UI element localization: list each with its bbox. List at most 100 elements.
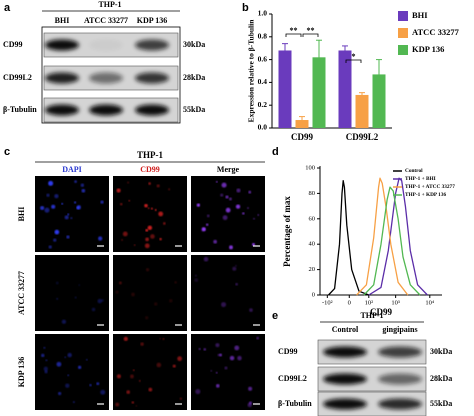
- micrograph: [113, 255, 187, 331]
- cell-signal: [97, 298, 102, 304]
- cell-signal: [66, 235, 70, 239]
- micrograph: [191, 255, 265, 331]
- cell-signal: [256, 336, 260, 340]
- cell-signal: [74, 201, 77, 204]
- cell-signal: [222, 215, 228, 221]
- cell-signal: [89, 383, 92, 387]
- x-axis-label: CD99: [370, 307, 392, 317]
- x-tick-label: CD99L2: [346, 132, 379, 142]
- cell-signal: [123, 336, 128, 342]
- cell-signal: [133, 244, 136, 246]
- significance-label: **: [290, 26, 298, 35]
- cell-signal: [201, 227, 206, 232]
- bar: [372, 74, 386, 128]
- cell-signal: [48, 245, 52, 249]
- bar: [355, 94, 369, 128]
- cell-signal: [194, 274, 197, 277]
- row-label: BHI: [17, 207, 26, 222]
- cell-signal: [252, 242, 256, 246]
- micrograph: [191, 176, 265, 252]
- panel-letter: c: [4, 146, 10, 158]
- row-label: CD99: [3, 40, 23, 49]
- cell-signal: [156, 184, 160, 188]
- cell-signal: [248, 386, 253, 391]
- cell-signal: [54, 193, 59, 199]
- cell-signal: [116, 188, 121, 193]
- cell-signal: [67, 352, 72, 358]
- y-tick-label: 0.4: [258, 77, 268, 86]
- cell-signal: [168, 188, 171, 191]
- cell-signal: [138, 379, 141, 382]
- cell-signal: [213, 239, 218, 244]
- cell-signal: [242, 212, 245, 215]
- cell-signal: [215, 343, 220, 348]
- y-tick-label: 0.6: [258, 54, 268, 63]
- cell-signal: [248, 401, 252, 405]
- cell-signal: [253, 217, 255, 220]
- cell-signal: [54, 229, 60, 235]
- cell-signal: [158, 211, 164, 217]
- cell-signal: [140, 342, 144, 346]
- cell-signal: [172, 364, 176, 368]
- legend-label: Control: [405, 168, 423, 174]
- cell-signal: [220, 193, 224, 197]
- cell-signal: [159, 237, 162, 241]
- x-tick-label: 10³: [391, 299, 400, 306]
- panel-letter: a: [4, 2, 11, 14]
- cell-signal: [145, 316, 149, 320]
- row-label: β-Tubulin: [3, 105, 37, 114]
- cell-signal: [77, 365, 82, 369]
- cell-signal: [61, 202, 64, 205]
- cell-signal: [51, 204, 56, 209]
- column-label: Control: [332, 325, 359, 334]
- blot-band: [89, 104, 123, 116]
- cell-signal: [126, 390, 131, 394]
- column-label: Merge: [217, 165, 240, 174]
- cell-signal: [159, 337, 162, 340]
- blot-band: [323, 346, 367, 358]
- bar: [312, 57, 326, 128]
- y-tick-label: 80: [309, 190, 316, 197]
- y-axis-label: Expression relative to β-Tubulin: [247, 19, 256, 123]
- bar: [278, 50, 292, 129]
- cell-signal: [121, 238, 124, 241]
- y-axis-label: Percentage of max: [282, 196, 292, 267]
- cell-signal: [229, 197, 232, 201]
- y-tick-label: 0.0: [258, 123, 268, 132]
- cell-signal: [67, 374, 70, 377]
- y-tick-label: 0: [312, 291, 315, 298]
- histogram-line: [356, 177, 409, 296]
- cell-signal: [235, 204, 241, 209]
- column-label: CD99: [140, 165, 160, 174]
- legend-label: THP-1 + KDP 136: [405, 192, 446, 198]
- cell-signal: [145, 228, 149, 232]
- cell-signal: [74, 180, 77, 184]
- cell-signal: [100, 389, 106, 395]
- cell-signal: [144, 203, 148, 208]
- cell-signal: [221, 302, 227, 308]
- cell-signal: [120, 202, 123, 206]
- cell-signal: [154, 302, 158, 306]
- cell-signal: [81, 188, 86, 193]
- cell-signal: [150, 207, 153, 210]
- column-label: gingipains: [382, 325, 417, 334]
- cell-signal: [215, 180, 218, 183]
- size-label: 30kDa: [183, 40, 205, 49]
- cell-signal: [100, 200, 104, 204]
- significance-bracket: [302, 33, 319, 37]
- x-tick-label: 10⁴: [425, 299, 435, 306]
- blot-band: [45, 39, 79, 51]
- histogram-line: [363, 186, 421, 296]
- cell-signal: [156, 362, 162, 368]
- significance-label: **: [307, 26, 315, 35]
- y-tick-label: 40: [309, 241, 316, 248]
- cell-signal: [210, 369, 213, 372]
- panel-letter: b: [242, 2, 249, 14]
- cell-signal: [130, 374, 134, 379]
- row-label: ATCC 33277: [17, 271, 26, 315]
- cell-signal: [147, 225, 153, 231]
- panel-letter: d: [272, 146, 279, 158]
- cell-signal: [128, 199, 131, 202]
- cell-signal: [150, 234, 155, 239]
- column-label: BHI: [55, 16, 70, 25]
